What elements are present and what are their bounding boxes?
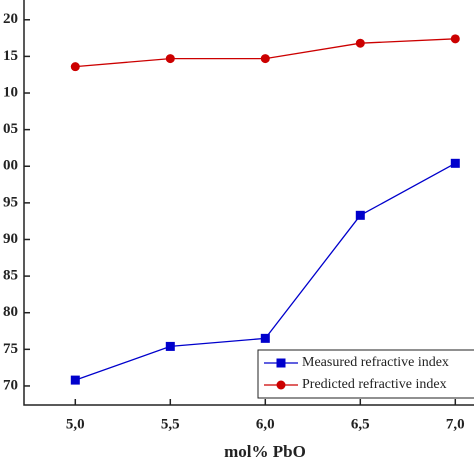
legend-label: Predicted refractive index: [302, 377, 447, 392]
y-tick-label: 85: [3, 268, 18, 284]
x-axis-label: mol% PbO: [224, 442, 306, 461]
point: [260, 54, 270, 64]
legend-marker: [276, 358, 286, 368]
point: [260, 333, 270, 343]
point: [355, 38, 365, 48]
x-tick-label: 7,0: [446, 416, 465, 432]
legend-label: Measured refractive index: [302, 355, 449, 370]
x-tick-label: 6,0: [256, 416, 275, 432]
point: [70, 62, 80, 72]
y-tick-label: 05: [3, 121, 18, 137]
x-tick-label: 6,5: [351, 416, 370, 432]
y-tick-label: 75: [3, 341, 18, 357]
y-tick-label: 70: [3, 377, 18, 393]
x-tick-label: 5,0: [66, 416, 85, 432]
point: [165, 341, 175, 351]
y-tick-label: 90: [3, 231, 18, 247]
y-tick-label: 00: [3, 158, 18, 174]
point: [165, 54, 175, 64]
y-tick-label: 95: [3, 194, 18, 210]
y-tick-label: 80: [3, 304, 18, 320]
point: [355, 210, 365, 220]
y-tick-label: 10: [3, 84, 18, 100]
legend-box: [257, 349, 474, 399]
point: [450, 158, 460, 168]
plot-frame: [23, 0, 474, 406]
series-line: [75, 162, 456, 381]
point: [450, 34, 460, 44]
x-tick-label: 5,5: [161, 416, 180, 432]
point: [70, 375, 80, 385]
y-tick-label: 20: [3, 11, 18, 27]
y-tick-label: 15: [3, 48, 18, 64]
legend-marker: [276, 380, 286, 390]
